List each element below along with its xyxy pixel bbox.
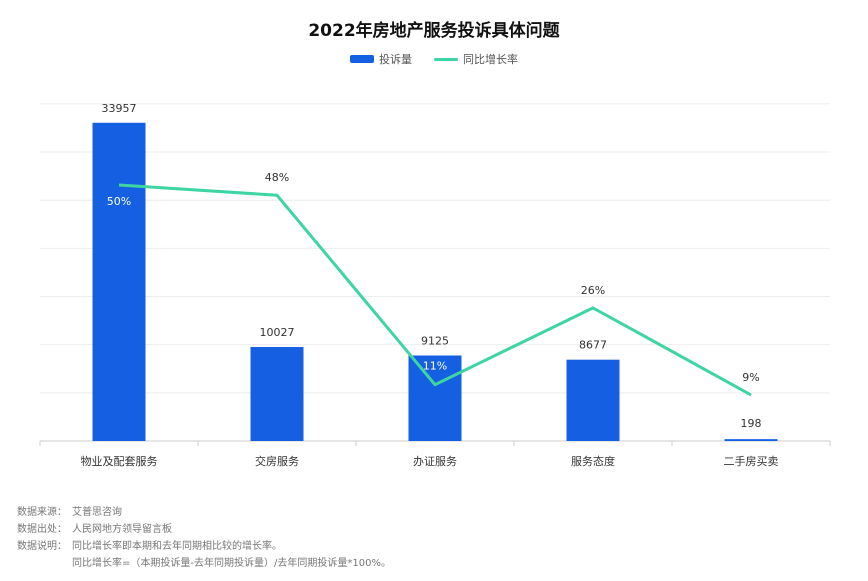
legend: 投诉量 同比增长率 (0, 51, 868, 67)
note-explain-label: 数据说明： (17, 541, 67, 552)
legend-line-label: 同比增长率 (463, 53, 518, 66)
bar (250, 347, 304, 441)
note-explain-text-2: 同比增长率=（本期投诉量-去年同期投诉量）/去年同期投诉量*100%。 (72, 558, 391, 569)
bar (724, 439, 778, 441)
line-value-label: 48% (265, 171, 289, 184)
notes: 数据来源： 艾普思咨询 数据出处： 人民网地方领导留言板 数据说明： 同比增长率… (17, 504, 391, 572)
growth-rate-line (118, 183, 752, 397)
chart-plot: 33957 物业及配套服务 10027 交房服务 9125 办证服务 8677 服务态度 198… (39, 102, 831, 468)
note-source: 数据来源： 艾普思咨询 (17, 504, 391, 521)
note-explain-text-1: 同比增长率即本期和去年同期相比较的增长率。 (72, 541, 282, 552)
x-tick-label: 二手房买卖 (724, 454, 779, 468)
note-source-label: 数据来源： (17, 507, 67, 518)
bar-value-label: 198 (741, 417, 762, 430)
x-tick-label: 办证服务 (413, 455, 457, 468)
legend-line-swatch (434, 57, 458, 61)
line-value-label: 50% (107, 195, 131, 208)
x-tick-label: 服务态度 (571, 454, 615, 468)
note-explain: 数据说明： 同比增长率即本期和去年同期相比较的增长率。 (17, 538, 391, 555)
line-value-label: 26% (581, 284, 605, 297)
note-origin-text: 人民网地方领导留言板 (72, 524, 172, 535)
legend-bar-swatch (350, 55, 374, 63)
bar-value-label: 10027 (260, 326, 295, 339)
legend-item-bar[interactable]: 投诉量 (350, 51, 412, 67)
legend-bar-label: 投诉量 (379, 53, 412, 66)
note-source-text: 艾普思咨询 (72, 507, 122, 518)
bar-value-label: 9125 (421, 334, 449, 347)
legend-item-line[interactable]: 同比增长率 (434, 51, 518, 67)
x-tick-label: 交房服务 (255, 454, 299, 468)
bar (566, 359, 620, 441)
note-origin: 数据出处： 人民网地方领导留言板 (17, 521, 391, 538)
line-value-label: 11% (423, 360, 447, 373)
chart-title: 2022年房地产服务投诉具体问题 (308, 21, 560, 41)
bar-value-label: 8677 (579, 339, 607, 352)
bar (408, 355, 462, 441)
bar-value-label: 33957 (102, 102, 137, 115)
note-origin-label: 数据出处： (17, 524, 67, 535)
x-tick-label: 物业及配套服务 (81, 454, 158, 468)
line-value-label: 9% (742, 371, 759, 384)
bar (92, 122, 146, 441)
